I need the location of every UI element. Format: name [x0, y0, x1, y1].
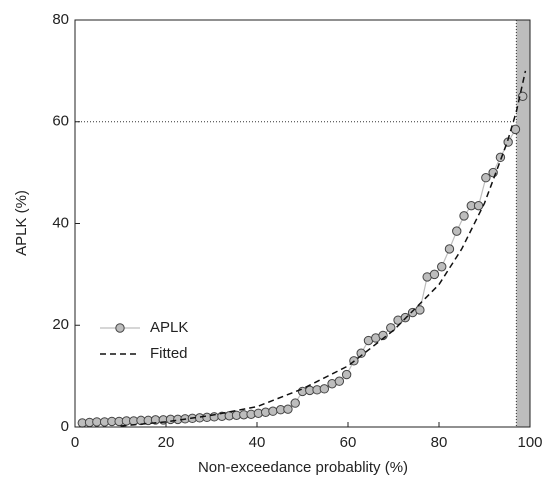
- legend-label: APLK: [150, 319, 188, 336]
- data-point: [437, 262, 447, 272]
- data-line: [82, 96, 524, 424]
- fitted-line: [120, 70, 527, 427]
- x-tick-label: 0: [71, 434, 79, 451]
- data-point: [283, 404, 293, 414]
- data-point: [481, 173, 491, 183]
- data-point: [518, 91, 528, 102]
- legend-label: Fitted: [150, 345, 188, 362]
- y-tick-label: 60: [52, 113, 69, 130]
- data-point: [473, 200, 484, 211]
- data-point: [334, 376, 345, 386]
- x-tick-label: 100: [517, 434, 542, 451]
- data-point: [92, 417, 102, 427]
- y-tick-label: 80: [52, 11, 69, 28]
- data-point: [290, 398, 300, 408]
- plot-frame: [74, 19, 531, 428]
- y-tick-label: 40: [52, 214, 69, 231]
- x-tick-label: 60: [340, 434, 357, 451]
- data-point: [268, 406, 278, 416]
- data-point: [415, 305, 425, 315]
- x-tick-label: 20: [158, 434, 175, 451]
- data-point: [444, 244, 455, 254]
- data-point: [452, 226, 462, 236]
- data-point: [459, 211, 469, 221]
- shaded-region: [516, 20, 530, 427]
- data-point: [429, 269, 440, 280]
- data-point: [356, 348, 366, 358]
- data-point: [209, 412, 219, 422]
- y-tick-label: 20: [52, 316, 69, 333]
- x-axis-label: Non-exceedance probablity (%): [198, 459, 408, 476]
- x-tick-label: 40: [249, 434, 266, 451]
- y-axis-label: APLK (%): [13, 190, 30, 256]
- data-point: [341, 369, 352, 380]
- x-tick-label: 80: [431, 434, 448, 451]
- data-point: [488, 167, 498, 178]
- data-point: [319, 384, 330, 394]
- legend-marker: [115, 323, 125, 333]
- y-tick-label: 0: [61, 418, 69, 435]
